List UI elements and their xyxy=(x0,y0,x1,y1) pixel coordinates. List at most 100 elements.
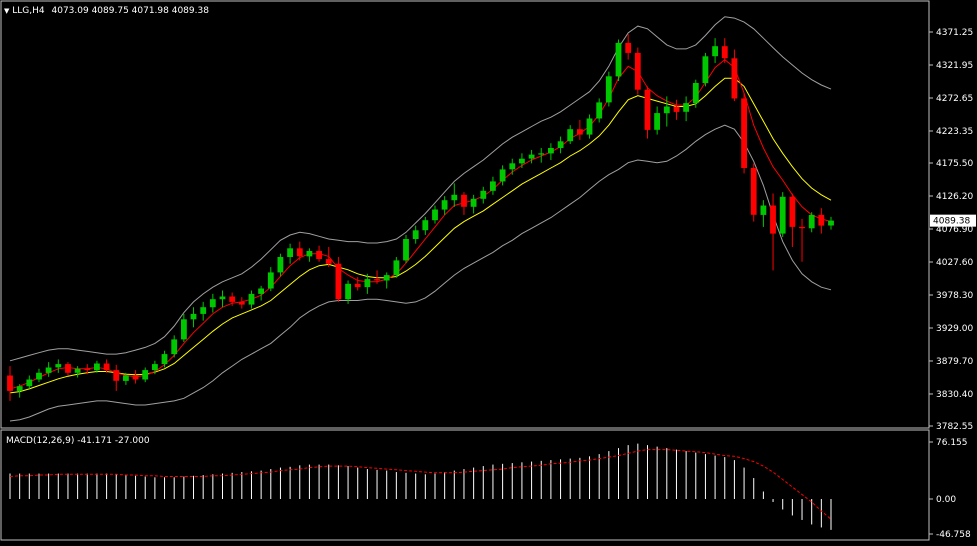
candle-body xyxy=(267,272,274,289)
macd-tick-label: 0.00 xyxy=(936,495,956,505)
candle xyxy=(412,225,419,244)
candle xyxy=(673,99,680,120)
candle-body xyxy=(538,153,545,155)
candle xyxy=(596,98,603,123)
candle-body xyxy=(586,118,593,135)
candle-body xyxy=(354,283,361,288)
candle-body xyxy=(750,168,757,215)
candle-body xyxy=(828,220,834,226)
candle xyxy=(432,205,438,224)
candle-body xyxy=(441,200,448,210)
candle-body xyxy=(799,226,805,229)
candle xyxy=(828,216,834,230)
candle-body xyxy=(596,102,603,119)
candle-body xyxy=(451,194,458,201)
candle-body xyxy=(779,196,786,234)
candle xyxy=(171,335,178,358)
macd-signal xyxy=(9,449,832,520)
candle xyxy=(393,257,400,278)
candle-body xyxy=(209,299,216,308)
chart-header: ▼ LLG,H4 4073.09 4089.75 4071.98 4089.38 xyxy=(4,6,209,16)
candle-body xyxy=(770,205,776,234)
candle xyxy=(625,34,632,60)
price-tick-label: 4272.65 xyxy=(936,94,973,104)
candle-body xyxy=(625,42,632,53)
price-tick-label: 4027.60 xyxy=(936,258,973,268)
candle xyxy=(683,96,689,122)
candle-body xyxy=(325,259,332,264)
candle-body xyxy=(74,368,81,373)
candle-body xyxy=(248,293,255,305)
candle xyxy=(634,47,641,95)
candle xyxy=(45,362,52,377)
price-tick-label: 4223.35 xyxy=(936,127,973,137)
candle xyxy=(306,248,313,262)
candle-body xyxy=(567,129,574,142)
candle xyxy=(248,290,255,309)
candle xyxy=(577,119,583,140)
candle-body xyxy=(345,283,351,300)
candle-body xyxy=(528,154,535,159)
candle-body xyxy=(548,148,554,154)
candle xyxy=(779,192,786,237)
price-tick-label: 3978.30 xyxy=(936,291,973,301)
candle xyxy=(258,285,264,301)
candle-body xyxy=(296,248,303,257)
macd-axis: 76.155 0.00 -46.758 xyxy=(929,438,971,540)
candle xyxy=(152,360,158,375)
candle-body xyxy=(103,363,110,371)
candle-body xyxy=(238,301,245,305)
candle-body xyxy=(258,288,264,294)
candle xyxy=(103,359,110,373)
candle xyxy=(470,194,477,214)
candle-body xyxy=(412,230,419,239)
candle-body xyxy=(45,367,52,373)
candle xyxy=(605,71,612,107)
price-tick-label: 4076.90 xyxy=(936,225,973,235)
candle xyxy=(335,257,342,302)
candle xyxy=(209,293,216,313)
candle-body xyxy=(731,58,738,99)
candle-body xyxy=(171,339,178,355)
candle xyxy=(818,208,825,234)
candle-body xyxy=(683,103,689,112)
candle xyxy=(287,243,293,264)
macd-pane-border xyxy=(0,429,930,541)
candle-body xyxy=(470,198,477,207)
band-line-bb_lower xyxy=(9,124,832,422)
candle-body xyxy=(432,209,438,221)
main-frame xyxy=(0,0,930,541)
candle xyxy=(490,176,496,195)
ma-line-ma_slow xyxy=(9,77,832,394)
candle xyxy=(364,273,371,294)
candle xyxy=(451,183,458,207)
price-tick-label: 3929.00 xyxy=(936,324,973,334)
band-line-bb_upper xyxy=(9,16,832,362)
candle xyxy=(654,106,660,135)
candle xyxy=(663,96,670,127)
candle-body xyxy=(383,275,390,281)
candle xyxy=(354,277,361,291)
dropdown-arrow-icon[interactable]: ▼ xyxy=(4,7,10,15)
macd-label: MACD(12,26,9) -41.171 -27.000 xyxy=(6,436,150,446)
candle-body xyxy=(721,46,728,59)
candle xyxy=(808,212,815,233)
candle-body xyxy=(26,379,33,387)
candle-body xyxy=(557,141,564,148)
candle xyxy=(161,350,168,368)
price-tick-label: 3879.70 xyxy=(936,357,973,367)
bollinger-bands xyxy=(9,16,832,422)
candle-body xyxy=(480,190,487,199)
macd-header: MACD(12,26,9) -41.171 -27.000 xyxy=(6,436,150,446)
macd-signal-line xyxy=(9,449,832,520)
candle-body xyxy=(123,375,129,381)
candle-body xyxy=(789,196,796,227)
candle xyxy=(238,297,245,309)
candle xyxy=(509,158,516,175)
candle xyxy=(325,247,332,268)
candle xyxy=(296,241,303,261)
candle xyxy=(644,86,651,139)
candle-body xyxy=(702,56,709,84)
